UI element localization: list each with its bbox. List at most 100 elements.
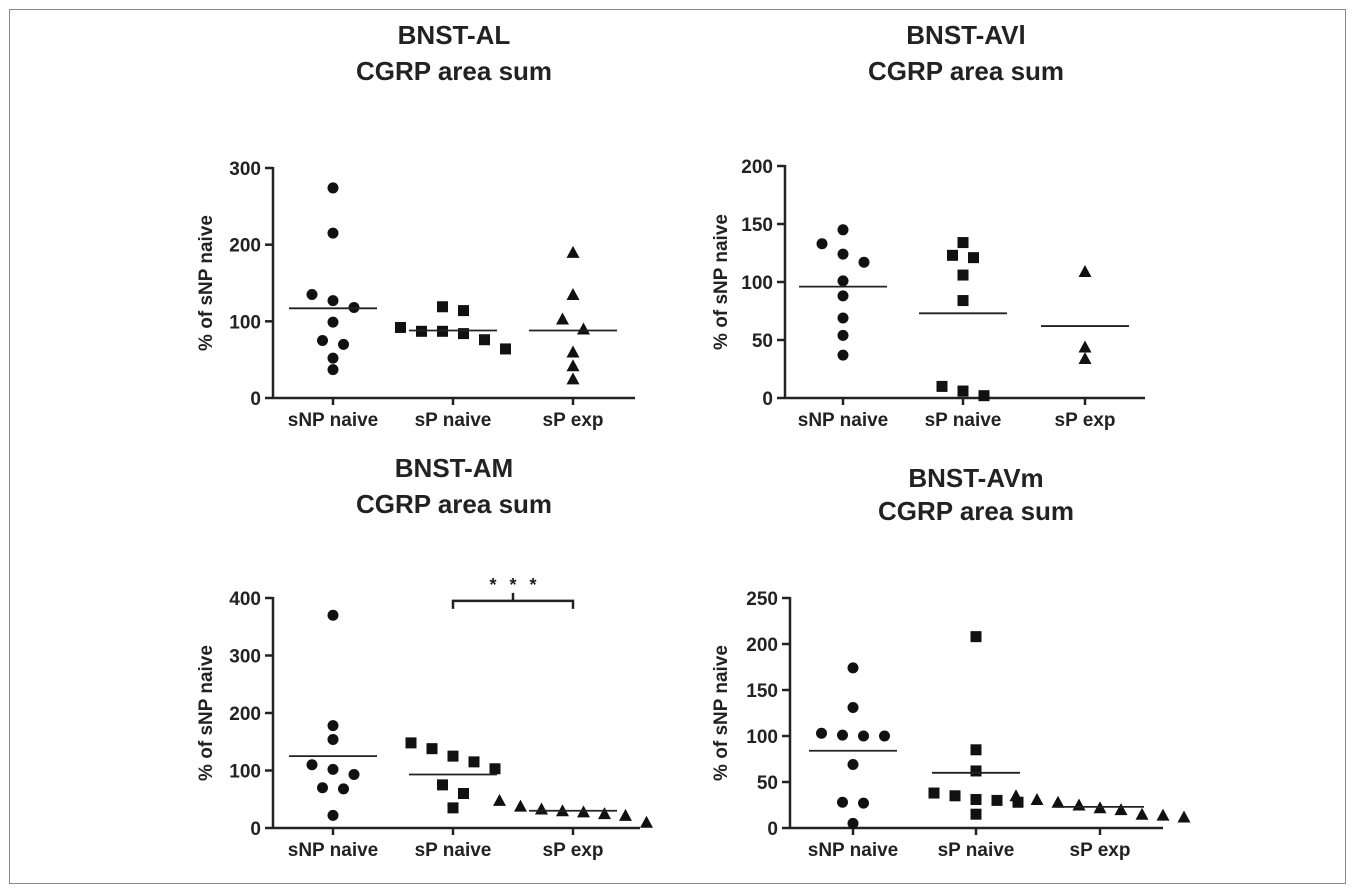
- data-point-square: [458, 328, 469, 340]
- plot-area: 0 100 200 300 sNP naive sP naive sP exp % of sN…: [196, 159, 635, 431]
- x-tick-label: sNP naive: [808, 840, 898, 861]
- data-point-square: [489, 763, 501, 775]
- data-point-triangle: [566, 288, 580, 300]
- data-point-triangle: [514, 799, 527, 812]
- plot-area: 0 50 100 150 200 250 sNP naive sP naive sP exp % …: [711, 589, 1191, 861]
- data-point-circle: [327, 316, 339, 328]
- data-point-circle: [837, 224, 849, 236]
- x-tick-label: sNP naive: [288, 410, 378, 431]
- data-point-circle: [847, 662, 859, 674]
- panel-bnst-avl: BNST-AVl CGRP area sum 0 50 100 150 200 sNP n…: [711, 20, 1145, 431]
- x-tick-label: sP exp: [1055, 410, 1116, 431]
- panel-bnst-avm: BNST-AVm CGRP area sum 0 50 100 150 200 250 sN…: [711, 463, 1191, 861]
- data-point-triangle: [1051, 795, 1065, 808]
- data-point-square: [991, 794, 1003, 806]
- data-point-circle: [837, 275, 849, 287]
- data-point-square: [479, 334, 490, 346]
- y-tick-label: 200: [229, 236, 261, 257]
- y-axis-label: % of sNP naive: [196, 215, 217, 351]
- data-point-square: [458, 305, 469, 317]
- data-point-circle: [327, 733, 339, 745]
- data-point-circle: [327, 364, 339, 376]
- data-point-triangle: [566, 359, 580, 372]
- panel-title-line-2: CGRP area sum: [878, 496, 1074, 526]
- data-point-square: [947, 249, 958, 261]
- data-point-triangle: [1078, 265, 1092, 278]
- data-point-circle: [327, 352, 339, 364]
- data-point-square: [395, 321, 406, 333]
- data-point-square: [978, 390, 990, 402]
- data-point-triangle: [577, 322, 590, 335]
- y-tick-label: 0: [762, 389, 773, 410]
- y-tick-label: 100: [746, 727, 778, 748]
- data-point-circle: [837, 312, 849, 324]
- data-point-circle: [306, 759, 318, 771]
- panel-title-line-1: BNST-AVm: [908, 463, 1043, 493]
- data-point-square: [405, 737, 417, 749]
- data-point-square: [447, 802, 459, 814]
- data-point-circle: [327, 763, 339, 775]
- data-point-square: [957, 269, 969, 281]
- data-point-square: [957, 295, 969, 307]
- data-point-circle: [327, 227, 339, 239]
- y-axis-label: % of sNP naive: [711, 645, 732, 781]
- x-tick-label: sP exp: [543, 410, 604, 431]
- data-point-triangle: [1030, 792, 1044, 805]
- y-tick-label: 100: [229, 762, 261, 783]
- data-point-square: [970, 765, 982, 777]
- data-point-square: [957, 385, 969, 397]
- data-point-triangle: [1078, 340, 1092, 353]
- data-point-circle: [847, 759, 859, 771]
- y-tick-label: 150: [746, 681, 778, 702]
- data-point-triangle: [535, 802, 548, 815]
- plot-area: 0 100 200 300 400 sNP naive sP naive sP exp % of…: [196, 575, 653, 861]
- y-tick-label: 200: [746, 635, 778, 656]
- significance-label: * * *: [489, 575, 540, 595]
- x-tick-label: sP exp: [543, 840, 604, 861]
- data-point-triangle: [493, 793, 506, 806]
- data-point-square: [936, 380, 948, 392]
- data-point-square: [970, 744, 982, 756]
- panel-title-line-1: BNST-AM: [395, 453, 513, 483]
- data-point-square: [968, 252, 979, 264]
- data-point-triangle: [598, 807, 611, 820]
- y-tick-label: 250: [746, 589, 778, 610]
- panel-title-line-2: CGRP area sum: [868, 56, 1064, 86]
- data-point-square: [458, 788, 469, 799]
- x-tick-label: sNP naive: [798, 410, 888, 431]
- data-point-square: [437, 779, 448, 791]
- data-point-circle: [327, 609, 339, 621]
- figure-frame: [9, 9, 1346, 884]
- data-point-circle: [837, 796, 848, 808]
- panel-bnst-am: BNST-AM CGRP area sum 0 100 200 300 400 sNP n…: [196, 453, 653, 861]
- x-tick-label: sP naive: [925, 410, 1002, 431]
- data-point-square: [970, 808, 982, 820]
- data-point-square: [447, 750, 459, 762]
- data-point-triangle: [566, 372, 580, 385]
- x-tick-label: sP naive: [415, 410, 492, 431]
- y-tick-label: 200: [741, 157, 773, 178]
- plot-area: 0 50 100 150 200 sNP naive sP naive sP exp % of …: [711, 157, 1145, 431]
- y-tick-label: 300: [229, 159, 261, 180]
- data-point-triangle: [566, 345, 580, 358]
- y-tick-label: 0: [250, 819, 261, 840]
- data-point-circle: [837, 329, 849, 341]
- data-point-circle: [348, 769, 360, 781]
- data-point-square: [957, 237, 969, 249]
- data-point-square: [928, 787, 940, 799]
- data-point-triangle: [556, 312, 569, 325]
- data-point-square: [426, 743, 438, 755]
- panel-title-line-1: BNST-AL: [398, 20, 511, 50]
- data-point-square: [437, 301, 448, 313]
- data-point-square: [468, 756, 480, 768]
- data-point-triangle: [619, 808, 632, 821]
- data-point-circle: [858, 730, 869, 742]
- data-point-circle: [837, 248, 849, 260]
- y-tick-label: 400: [229, 589, 261, 610]
- x-tick-label: sP naive: [415, 840, 492, 861]
- y-tick-label: 150: [741, 215, 773, 236]
- data-point-circle: [837, 290, 849, 302]
- y-tick-label: 0: [250, 389, 261, 410]
- data-point-circle: [816, 727, 827, 739]
